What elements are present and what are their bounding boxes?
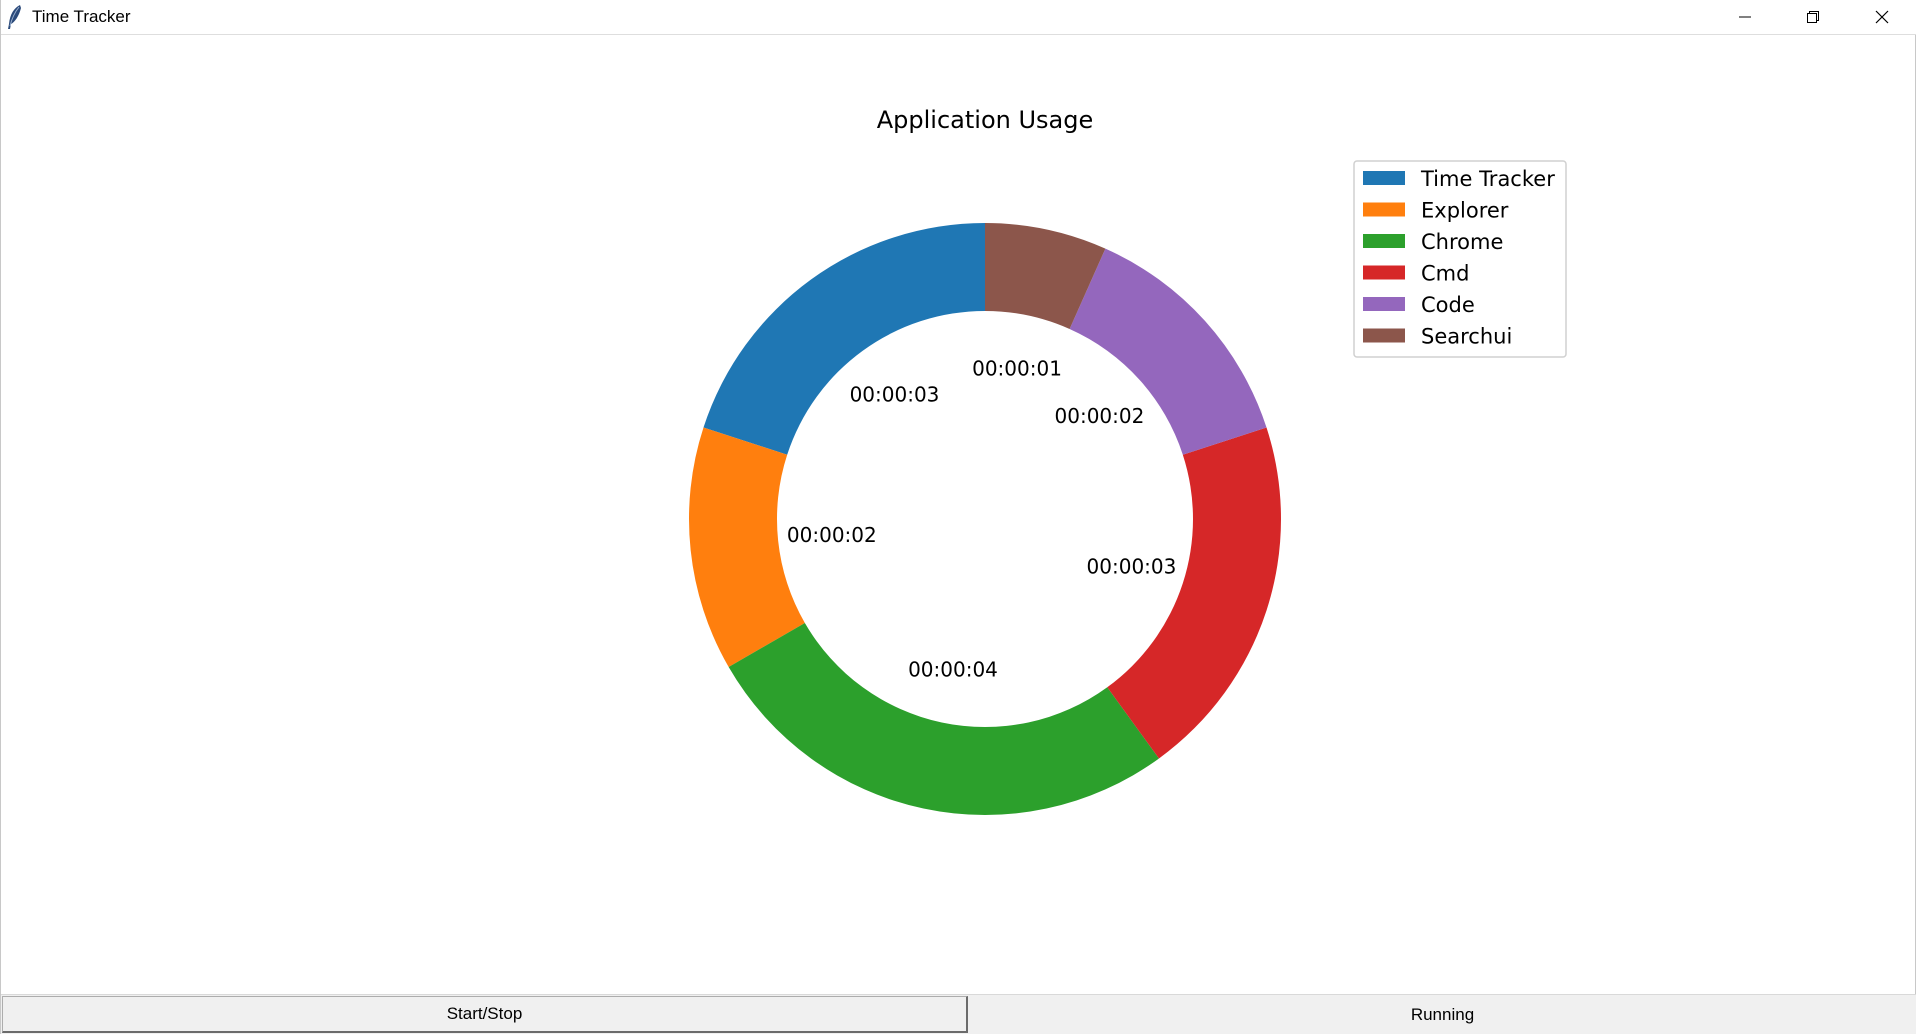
slice-value-labels: 00:00:03 00:00:02 00:00:04 00:00:03 00:00:02… — [787, 356, 1176, 681]
slice-searchui — [985, 223, 1106, 329]
status-label: Running — [1410, 1004, 1475, 1024]
chart-canvas: Application Usage 00:00:03 00:00:02 00:00:… — [2, 36, 1916, 994]
slice-cmd — [1107, 427, 1281, 759]
window-title: Time Tracker — [32, 7, 131, 26]
slice-label-code: 00:00:02 — [1055, 404, 1145, 428]
legend-swatch-chrome — [1363, 234, 1405, 248]
chart-legend: Time Tracker Explorer Chrome Cmd Code Searchu… — [1353, 160, 1567, 358]
minimize-button[interactable] — [1711, 0, 1779, 34]
control-bar: Start/Stop Running — [1, 994, 1916, 1034]
legend-frame — [1353, 160, 1567, 358]
legend-swatch-code — [1363, 297, 1405, 311]
usage-donut-chart: Application Usage 00:00:0300:00:0200:00:… — [688, 106, 1567, 815]
slice-chrome — [728, 623, 1159, 815]
legend-swatch-explorer — [1363, 202, 1405, 217]
legend-swatch-searchui — [1363, 328, 1405, 343]
start-stop-button[interactable]: Start/Stop — [2, 996, 968, 1033]
slice-time-tracker — [703, 223, 985, 455]
minimize-icon — [1738, 10, 1752, 24]
slice-code — [1069, 248, 1267, 455]
slice-label-time-tracker: 00:00:03 — [850, 382, 940, 406]
restore-icon — [1806, 10, 1820, 24]
slice-label-explorer: 00:00:02 — [787, 523, 877, 547]
legend-label-cmd: Cmd — [1421, 262, 1469, 286]
legend-label-time-tracker: Time Tracker — [1420, 167, 1555, 191]
slice-label-chrome: 00:00:04 — [908, 658, 998, 682]
close-icon — [1875, 10, 1889, 24]
title-bar[interactable]: Time Tracker — [1, 0, 1916, 35]
legend-swatch-time-tracker — [1363, 171, 1405, 185]
slice-label-cmd: 00:00:03 — [1087, 555, 1177, 579]
legend-label-searchui: Searchui — [1421, 325, 1512, 349]
chart-title: Application Usage — [877, 106, 1094, 134]
donut-slices — [688, 223, 1281, 815]
legend-swatch-cmd — [1363, 265, 1405, 280]
slice-explorer — [688, 427, 805, 667]
feather-icon — [6, 4, 24, 30]
legend-label-code: Code — [1421, 293, 1475, 317]
legend-label-chrome: Chrome — [1421, 230, 1503, 254]
slice-label-searchui: 00:00:01 — [972, 356, 1062, 380]
close-button[interactable] — [1848, 0, 1916, 34]
restore-button[interactable] — [1779, 0, 1847, 34]
legend-label-explorer: Explorer — [1421, 199, 1509, 223]
